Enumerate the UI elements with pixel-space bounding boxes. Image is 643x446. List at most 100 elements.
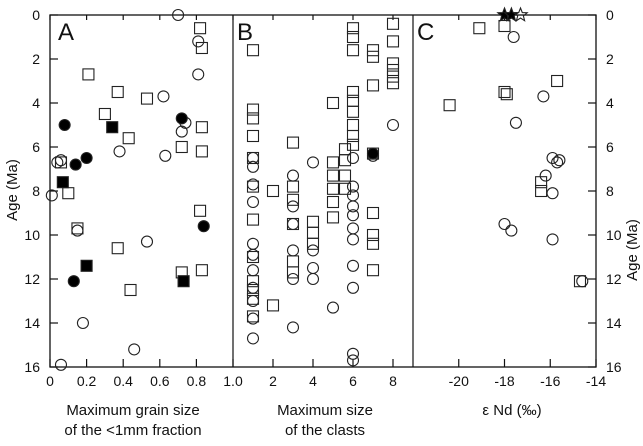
data-point-open-circle	[246, 264, 260, 277]
data-point-open-square	[71, 222, 84, 235]
data-point-open-square	[194, 204, 207, 217]
data-point-open-square	[326, 195, 340, 209]
data-point-open-circle	[246, 151, 260, 165]
data-point-open-square	[338, 169, 352, 182]
data-point-filled-square	[106, 121, 119, 134]
data-point-open-square	[366, 44, 380, 57]
data-point-open-square	[386, 35, 400, 48]
data-point-open-circle	[246, 248, 260, 261]
data-point-open-circle	[346, 259, 360, 272]
data-point-open-square	[246, 292, 260, 305]
data-point-filled-circle	[58, 118, 71, 132]
data-point-open-square	[386, 57, 400, 70]
data-point-open-square	[306, 237, 320, 250]
data-point-open-circle	[246, 237, 260, 250]
y-tick-label-right: 12	[606, 271, 622, 287]
data-point-open-square	[286, 180, 300, 193]
y-tick-label: 12	[24, 271, 40, 287]
data-point-open-circle	[113, 145, 126, 158]
y-tick-label-right: 6	[606, 139, 614, 155]
data-point-open-square	[286, 266, 300, 279]
x-axis-title-c: ε Nd (‰)	[482, 402, 541, 419]
data-point-open-square	[195, 145, 208, 158]
data-point-open-square	[246, 180, 260, 193]
data-point-open-circle	[51, 156, 64, 169]
data-point-open-square	[346, 30, 360, 44]
data-point-open-square	[140, 92, 154, 105]
tick-marks	[49, 14, 597, 368]
data-point-open-square	[573, 275, 587, 288]
data-point-open-square	[246, 250, 260, 264]
data-point-filled-square	[177, 275, 190, 288]
data-point-open-circle	[498, 217, 511, 231]
data-point-open-circle	[246, 332, 260, 345]
data-point-open-square	[306, 226, 320, 239]
y-tick-label: 2	[32, 51, 40, 67]
data-point-open-circle	[346, 209, 360, 222]
data-point-open-square	[246, 129, 260, 143]
data-point-open-square	[366, 237, 380, 250]
y-tick-label-right: 10	[606, 227, 622, 243]
data-point-open-square	[346, 44, 360, 57]
x-tick-label: -16	[540, 373, 560, 389]
y-tick-label: 0	[32, 7, 40, 23]
data-point-open-square	[346, 138, 360, 151]
y-tick-label-right: 16	[606, 359, 622, 375]
x-tick-label: -18	[494, 373, 514, 389]
x-tick-label: 8	[389, 373, 397, 389]
x-tick-label: 1.0	[223, 373, 243, 389]
y-tick-label-right: 8	[606, 183, 614, 199]
data-point-open-square	[535, 176, 548, 189]
data-point-open-square	[498, 85, 511, 99]
data-point-open-circle	[306, 272, 320, 286]
data-point-open-square	[246, 213, 260, 226]
data-point-open-circle	[505, 224, 518, 237]
data-point-open-square	[338, 154, 352, 167]
x-axis-title-b-line2: of the clasts	[285, 422, 365, 439]
data-point-open-square	[122, 132, 135, 145]
data-point-open-square	[346, 129, 360, 143]
data-point-open-circle	[537, 90, 550, 103]
x-tick-label: 0.6	[150, 373, 170, 389]
data-point-open-square	[62, 187, 75, 200]
data-point-open-circle	[172, 8, 185, 22]
data-point-open-square	[338, 182, 352, 195]
data-point-open-square	[386, 77, 400, 90]
y-axis-title: Age (Ma)	[4, 159, 21, 221]
data-point-open-circle	[128, 343, 141, 356]
data-point-filled-circle	[366, 147, 380, 160]
data-point-open-square	[124, 283, 137, 297]
data-point-open-circle	[286, 217, 300, 231]
panel-label-a: A	[58, 19, 74, 46]
data-point-open-circle	[54, 154, 68, 167]
x-tick-label: 0	[46, 373, 54, 389]
data-point-open-circle	[326, 301, 340, 314]
data-point-open-circle	[286, 244, 300, 257]
data-point-open-circle	[507, 30, 520, 44]
x-axis-title-b-line1: Maximum size	[277, 402, 373, 419]
data-point-open-square	[366, 206, 380, 220]
data-point-open-square	[386, 17, 400, 30]
data-point-open-circle	[546, 187, 559, 200]
data-point-open-square	[346, 118, 360, 132]
data-point-open-circle	[76, 316, 89, 330]
data-point-open-circle	[386, 118, 400, 132]
data-point-open-square	[246, 283, 260, 297]
data-point-open-square	[98, 107, 111, 121]
data-point-filled-circle	[67, 275, 80, 288]
data-point-filled-circle	[80, 151, 93, 165]
y-tick-label: 8	[32, 183, 40, 199]
data-point-open-square	[326, 169, 340, 182]
data-point-open-circle	[246, 178, 260, 191]
tick-labels: 0 2 4 6 8 10 12 14 16 0 2 4 6 8 10 12 14 16 0 0.2 0.4 0.6 0.8 1…	[24, 7, 621, 389]
data-point-open-square	[326, 156, 340, 169]
data-point-open-square	[326, 182, 340, 195]
data-point-open-square	[366, 79, 380, 92]
data-point-open-square	[195, 41, 208, 55]
x-tick-label: 2	[269, 373, 277, 389]
data-point-open-square	[366, 50, 380, 63]
data-point-open-square	[175, 140, 188, 154]
y-tick-label-right: 14	[606, 315, 622, 331]
